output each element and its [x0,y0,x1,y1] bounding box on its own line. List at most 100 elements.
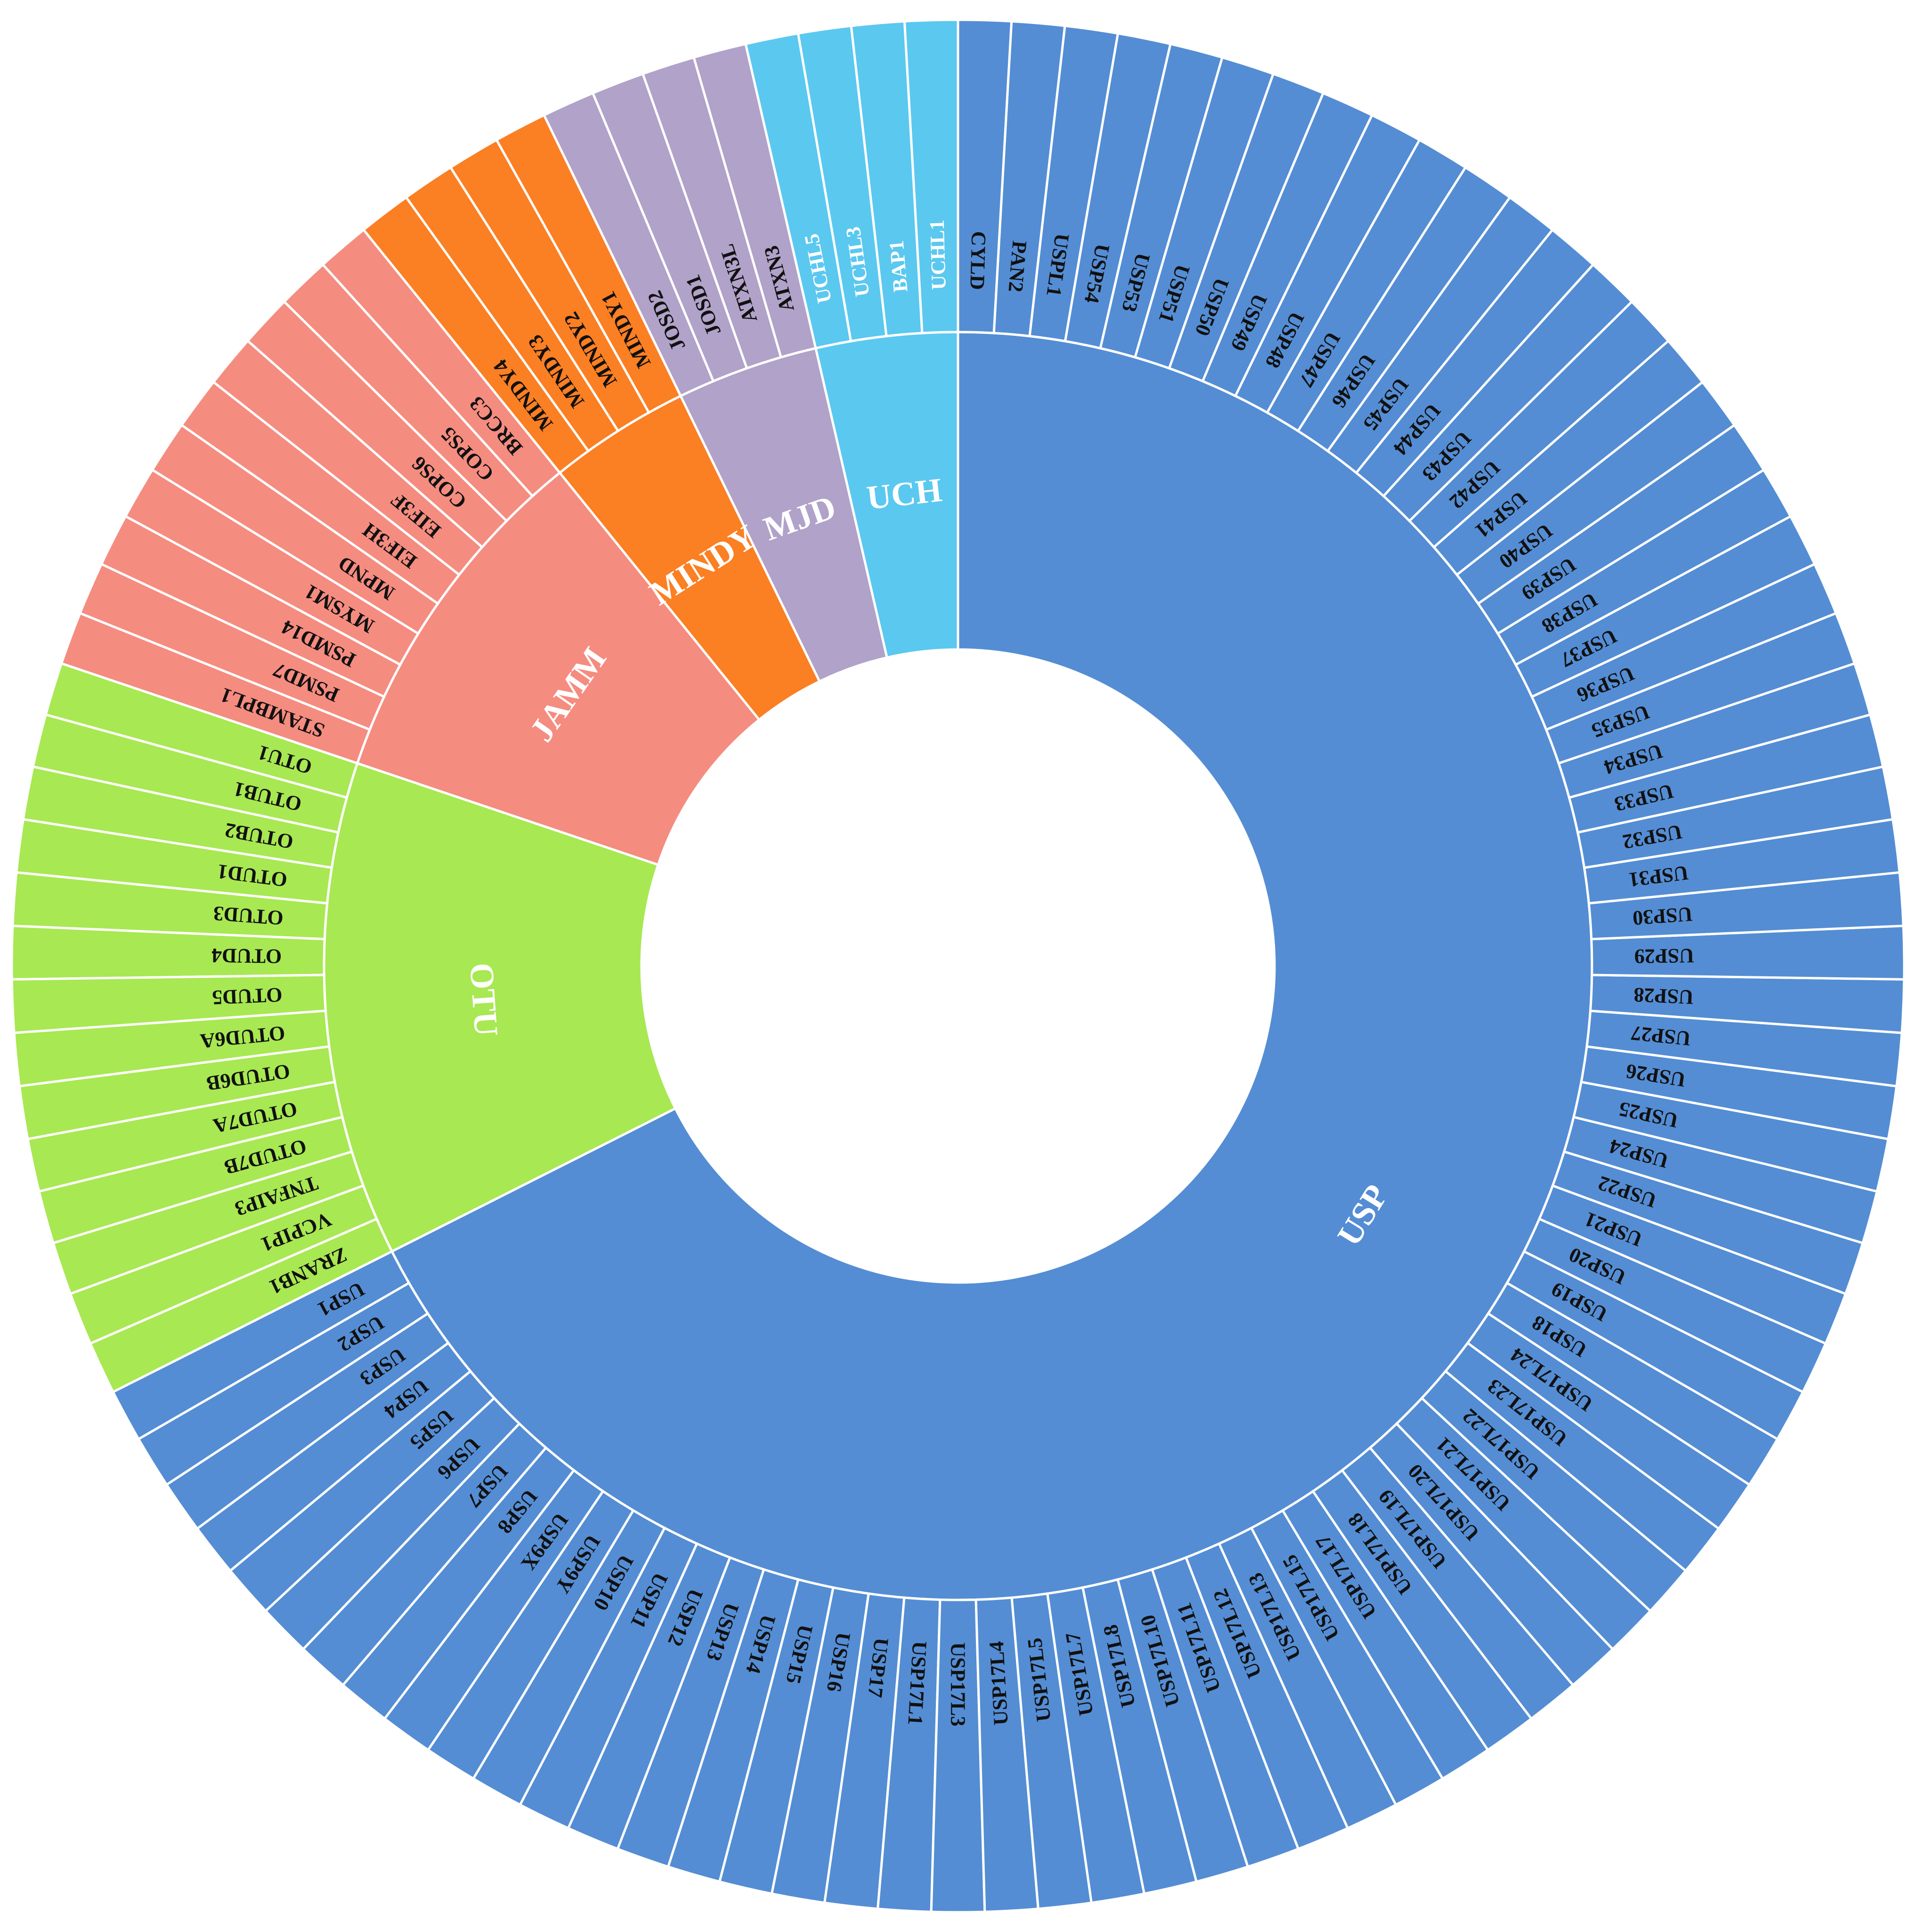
member-segment-usp14 [666,1568,800,1883]
member-segment-otud6b [18,1045,336,1141]
member-segment-otud6a [13,1009,331,1088]
member-label-usp17l1: USP17L1 [903,1640,931,1726]
member-segment-usp17l10 [1116,1568,1250,1883]
member-segment-cops5 [282,263,535,523]
member-segment-usp42 [1407,300,1670,549]
member-segment-tnfaip3 [51,1150,365,1296]
member-segment-otud3 [11,871,329,941]
member-segment-usp8 [341,1446,576,1721]
member-segment-usp17l20 [1368,1422,1615,1687]
member-segment-mpnd [150,423,440,635]
member-segment-mindy4 [362,195,590,475]
member-segment-usp21 [1537,1184,1847,1345]
member-segment-bap1 [850,20,924,338]
member-segment-usp44 [1355,228,1595,498]
member-segment-usp17l22 [1420,1369,1688,1613]
member-segment-usp38 [1496,468,1792,666]
member-segment-usp2 [137,1281,430,1486]
member-segment-eif3h [180,380,461,606]
member-segment-usp17l12 [1184,1542,1349,1851]
member-segment-eif3f [211,339,484,576]
member-label-otud5: OTUD5 [211,983,283,1009]
member-label-usp17l3: USP17L3 [947,1642,970,1726]
member-label-cyld: CYLD [966,231,990,290]
member-segment-psmd14 [99,514,402,698]
member-label-pan2: PAN2 [1004,240,1031,293]
member-segment-usp17l8 [1081,1578,1198,1895]
member-segment-usp10 [471,1509,666,1807]
member-label-bap1: BAP1 [885,239,912,293]
member-segment-usp17l23 [1444,1341,1721,1573]
member-segment-usp17l3 [930,1598,986,1914]
member-segment-vcpip1 [69,1184,379,1345]
member-segment-usp1 [111,1250,411,1441]
member-segment-usp22 [1551,1150,1865,1296]
member-segment-usp17l18 [1311,1469,1533,1752]
member-segment-usp27 [1585,1009,1903,1088]
member-label-usp17l4: USP17L4 [985,1640,1013,1726]
member-segment-usp30 [1587,871,1905,941]
member-segment-cyld [957,18,1013,334]
member-segment-usp53 [1099,42,1224,359]
member-segment-mindy2 [449,138,650,433]
member-segment-usp4 [195,1341,472,1573]
member-segment-otud7a [26,1080,344,1193]
member-segment-usp24 [1562,1115,1879,1245]
member-segment-usp17l15 [1250,1509,1445,1807]
member-label-usp30: USP30 [1632,902,1693,930]
family-ring [323,331,1593,1601]
member-segment-uspl1 [1028,24,1120,343]
member-segment-usp35 [1544,611,1856,765]
member-segment-usp7 [301,1422,548,1687]
member-segment-usp16 [770,1586,870,1904]
member-segment-usp36 [1530,562,1838,731]
family-label-otu: OTU [463,962,505,1038]
member-segment-usp17l11 [1151,1556,1300,1868]
member-segment-usp11 [518,1526,698,1830]
member-segment-usp17l17 [1281,1489,1490,1780]
member-segment-josd2 [542,91,715,398]
member-segment-usp20 [1522,1217,1827,1394]
member-segment-usp9y [426,1489,635,1780]
member-segment-usp46 [1296,165,1512,453]
member-segment-usp5 [228,1369,496,1613]
member-segment-otud1 [15,818,333,905]
member-label-otud4: OTUD4 [211,944,282,968]
member-segment-atxn3l [641,56,783,370]
member-segment-josd1 [591,72,748,383]
member-segment-psmd7 [78,562,386,731]
member-segment-usp48 [1234,114,1421,414]
member-segment-usp49 [1201,91,1374,398]
member-label-usp29: USP29 [1634,944,1695,968]
member-segment-usp37 [1514,514,1817,698]
family-label-uch: UCH [865,471,944,517]
member-segment-usp40 [1455,380,1736,606]
member-segment-zranb1 [89,1217,394,1394]
member-segment-usp17l4 [974,1596,1040,1913]
member-segment-pan2 [992,20,1066,338]
member-segment-cops6 [246,300,509,549]
member-segment-usp9x [383,1469,605,1752]
member-label-usp28: USP28 [1633,983,1694,1008]
member-segment-otud7b [37,1115,354,1245]
member-segment-usp47 [1266,138,1467,433]
member-segment-usp45 [1326,195,1554,475]
member-segment-usp51 [1133,56,1275,370]
member-segment-usp43 [1381,263,1634,523]
member-segment-usp17l21 [1395,1396,1652,1651]
member-segment-usp17l24 [1466,1312,1751,1531]
member-segment-usp34 [1557,662,1872,799]
member-segment-uchl5 [744,32,852,350]
member-segment-usp17l13 [1218,1526,1398,1830]
member-segment-usp39 [1476,423,1766,635]
member-segment-otud4 [10,925,326,981]
member-segment-usp13 [616,1556,765,1868]
member-segment-usp12 [567,1542,732,1851]
member-segment-otub2 [22,765,340,869]
member-segment-brcc3 [321,228,561,498]
member-segment-usp41 [1432,339,1705,576]
member-label-uchl1: UCHL1 [926,219,950,290]
member-segment-usp17l1 [876,1596,942,1913]
member-segment-mysm1 [124,468,420,666]
